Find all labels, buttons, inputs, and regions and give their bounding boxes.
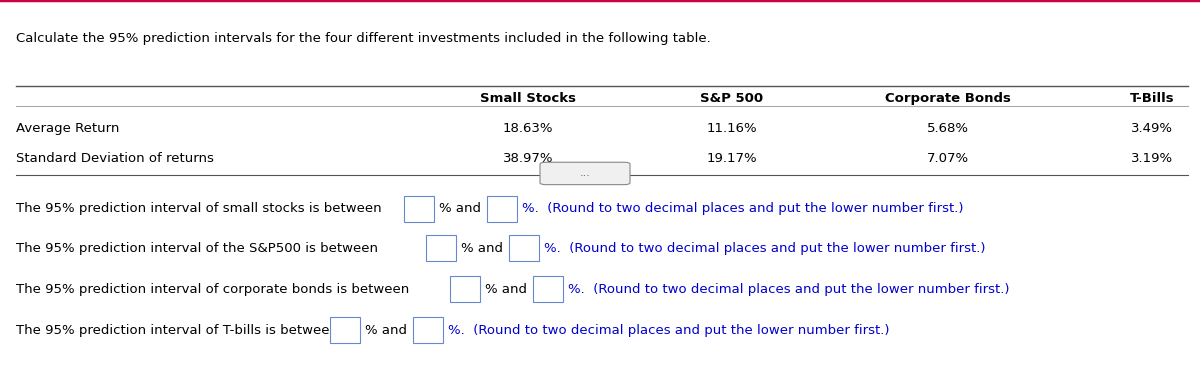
Text: % and: % and	[365, 324, 407, 336]
Text: The 95% prediction interval of small stocks is between: The 95% prediction interval of small sto…	[16, 203, 385, 215]
Text: % and: % and	[461, 242, 503, 254]
Text: Calculate the 95% prediction intervals for the four different investments includ: Calculate the 95% prediction intervals f…	[16, 32, 710, 45]
Text: 3.19%: 3.19%	[1130, 152, 1174, 165]
Text: Small Stocks: Small Stocks	[480, 93, 576, 105]
Text: 5.68%: 5.68%	[928, 122, 970, 135]
FancyBboxPatch shape	[450, 276, 480, 302]
FancyBboxPatch shape	[330, 317, 360, 343]
FancyBboxPatch shape	[487, 196, 517, 222]
Text: 3.49%: 3.49%	[1132, 122, 1174, 135]
Text: T-Bills: T-Bills	[1129, 93, 1175, 105]
Text: Standard Deviation of returns: Standard Deviation of returns	[16, 152, 214, 165]
Text: %.  (Round to two decimal places and put the lower number first.): %. (Round to two decimal places and put …	[568, 283, 1009, 295]
FancyBboxPatch shape	[404, 196, 434, 222]
Text: % and: % and	[439, 203, 481, 215]
Text: %.  (Round to two decimal places and put the lower number first.): %. (Round to two decimal places and put …	[522, 203, 964, 215]
Text: Corporate Bonds: Corporate Bonds	[886, 93, 1010, 105]
Text: The 95% prediction interval of T-bills is between: The 95% prediction interval of T-bills i…	[16, 324, 342, 336]
Text: The 95% prediction interval of the S&P500 is between: The 95% prediction interval of the S&P50…	[16, 242, 382, 254]
Text: 11.16%: 11.16%	[707, 122, 757, 135]
Text: 38.97%: 38.97%	[503, 152, 553, 165]
FancyBboxPatch shape	[413, 317, 443, 343]
FancyBboxPatch shape	[540, 162, 630, 185]
Text: 19.17%: 19.17%	[707, 152, 757, 165]
Text: Average Return: Average Return	[16, 122, 119, 135]
Text: % and: % and	[485, 283, 527, 295]
Text: %.  (Round to two decimal places and put the lower number first.): %. (Round to two decimal places and put …	[544, 242, 985, 254]
FancyBboxPatch shape	[533, 276, 563, 302]
FancyBboxPatch shape	[509, 235, 539, 261]
Text: %.  (Round to two decimal places and put the lower number first.): %. (Round to two decimal places and put …	[448, 324, 889, 336]
Text: 18.63%: 18.63%	[503, 122, 553, 135]
Text: The 95% prediction interval of corporate bonds is between: The 95% prediction interval of corporate…	[16, 283, 413, 295]
FancyBboxPatch shape	[426, 235, 456, 261]
Text: ...: ...	[580, 168, 592, 178]
Text: S&P 500: S&P 500	[701, 93, 763, 105]
Text: 7.07%: 7.07%	[926, 152, 970, 165]
